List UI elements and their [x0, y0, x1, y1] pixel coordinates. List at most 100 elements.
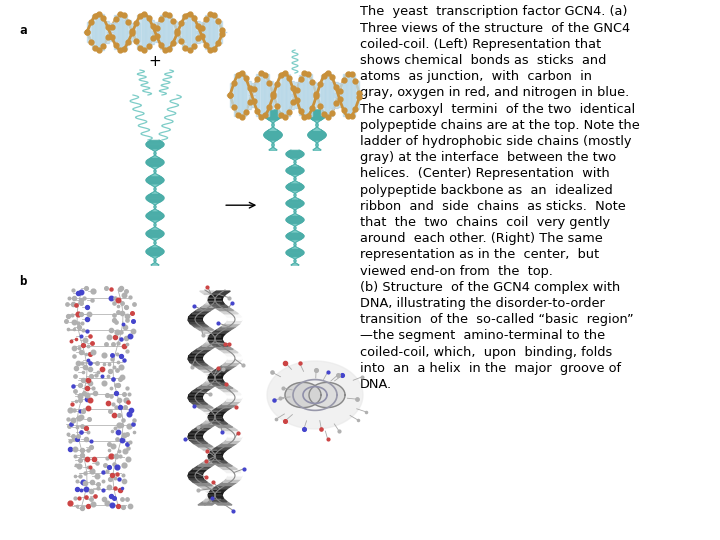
Polygon shape: [178, 22, 186, 42]
Polygon shape: [210, 498, 227, 502]
Polygon shape: [227, 434, 242, 437]
Polygon shape: [153, 168, 157, 169]
Polygon shape: [151, 238, 159, 239]
Polygon shape: [226, 320, 242, 323]
Polygon shape: [210, 304, 228, 307]
Polygon shape: [149, 194, 161, 195]
Polygon shape: [154, 169, 156, 170]
Polygon shape: [207, 298, 222, 301]
Polygon shape: [194, 404, 213, 408]
Polygon shape: [294, 260, 296, 261]
Polygon shape: [154, 187, 156, 188]
Polygon shape: [312, 93, 320, 96]
Polygon shape: [208, 414, 223, 417]
Polygon shape: [197, 385, 216, 388]
Polygon shape: [193, 466, 212, 469]
Polygon shape: [213, 463, 233, 466]
Polygon shape: [154, 190, 156, 191]
Polygon shape: [243, 81, 251, 109]
Polygon shape: [291, 207, 300, 208]
Polygon shape: [169, 22, 177, 43]
Polygon shape: [286, 186, 304, 187]
Polygon shape: [189, 353, 206, 356]
Polygon shape: [209, 294, 225, 298]
Polygon shape: [188, 395, 203, 398]
Polygon shape: [287, 172, 303, 173]
Polygon shape: [146, 144, 164, 145]
Polygon shape: [294, 259, 295, 260]
Polygon shape: [207, 414, 222, 417]
Polygon shape: [210, 15, 217, 50]
Polygon shape: [214, 424, 233, 427]
Polygon shape: [154, 262, 156, 264]
Polygon shape: [292, 214, 297, 215]
Polygon shape: [201, 22, 209, 42]
Polygon shape: [154, 173, 156, 174]
Polygon shape: [188, 437, 204, 440]
Polygon shape: [152, 150, 158, 151]
Polygon shape: [289, 157, 301, 158]
Polygon shape: [226, 398, 242, 401]
Polygon shape: [194, 443, 212, 447]
Polygon shape: [146, 215, 164, 217]
Polygon shape: [285, 382, 321, 408]
Polygon shape: [153, 210, 158, 211]
Polygon shape: [238, 73, 246, 117]
Polygon shape: [287, 189, 302, 190]
Polygon shape: [151, 185, 159, 186]
Polygon shape: [290, 183, 300, 184]
Polygon shape: [207, 456, 222, 460]
Polygon shape: [153, 227, 157, 228]
Polygon shape: [147, 195, 163, 197]
Polygon shape: [294, 245, 296, 246]
Polygon shape: [198, 463, 217, 466]
Polygon shape: [287, 234, 303, 235]
Polygon shape: [294, 177, 296, 178]
Polygon shape: [208, 453, 223, 456]
Polygon shape: [293, 181, 297, 182]
Polygon shape: [292, 247, 298, 248]
Polygon shape: [149, 140, 161, 141]
Polygon shape: [154, 171, 156, 172]
Polygon shape: [149, 247, 161, 248]
Polygon shape: [146, 232, 164, 233]
Polygon shape: [223, 430, 241, 434]
Polygon shape: [287, 152, 303, 153]
Polygon shape: [217, 443, 237, 447]
Polygon shape: [153, 204, 156, 205]
Polygon shape: [294, 162, 296, 163]
Polygon shape: [154, 241, 156, 242]
Polygon shape: [226, 359, 242, 362]
Polygon shape: [188, 472, 203, 476]
Polygon shape: [292, 192, 297, 193]
Polygon shape: [203, 489, 221, 492]
Polygon shape: [289, 216, 300, 217]
Polygon shape: [189, 430, 207, 434]
Polygon shape: [148, 248, 162, 249]
Polygon shape: [150, 184, 161, 185]
Polygon shape: [146, 145, 163, 146]
Polygon shape: [203, 450, 221, 453]
Polygon shape: [224, 353, 241, 356]
Polygon shape: [334, 93, 342, 97]
Polygon shape: [278, 75, 286, 116]
Polygon shape: [289, 222, 301, 224]
Polygon shape: [150, 202, 159, 203]
Polygon shape: [182, 16, 190, 49]
Polygon shape: [210, 382, 228, 385]
Polygon shape: [294, 160, 295, 161]
Polygon shape: [212, 408, 231, 411]
Polygon shape: [286, 236, 304, 237]
Polygon shape: [227, 472, 242, 476]
Polygon shape: [210, 421, 228, 424]
Polygon shape: [194, 327, 213, 330]
Polygon shape: [188, 434, 203, 437]
Polygon shape: [152, 192, 158, 193]
Polygon shape: [214, 385, 233, 388]
Polygon shape: [204, 411, 221, 414]
Polygon shape: [294, 195, 296, 196]
Polygon shape: [294, 180, 296, 181]
Polygon shape: [267, 361, 363, 429]
Polygon shape: [155, 258, 156, 259]
Polygon shape: [208, 456, 223, 460]
